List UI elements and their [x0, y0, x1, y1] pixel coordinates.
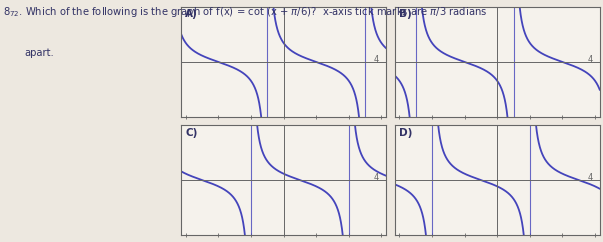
Text: A): A): [185, 9, 198, 19]
Text: $8_{72}$. Which of the following is the graph of f(x) = cot (x + $\pi$/6)?  x-ax: $8_{72}$. Which of the following is the …: [3, 5, 487, 19]
Text: apart.: apart.: [24, 48, 54, 58]
Text: B): B): [399, 9, 411, 19]
Text: 4: 4: [587, 173, 593, 182]
Text: 4: 4: [587, 55, 593, 64]
Text: C): C): [185, 128, 197, 137]
Text: 4: 4: [374, 173, 379, 182]
Text: D): D): [399, 128, 412, 137]
Text: 4: 4: [374, 55, 379, 64]
